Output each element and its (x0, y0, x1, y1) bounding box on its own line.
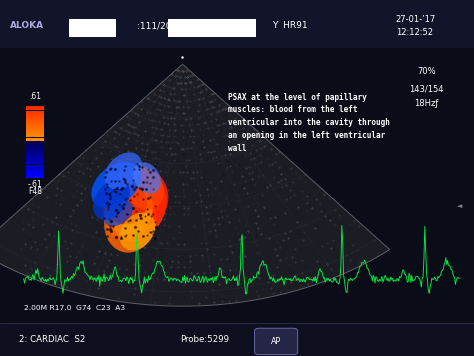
Text: -.61: -.61 (27, 180, 43, 189)
Bar (26, 134, 44, 135)
Bar (26, 115, 44, 117)
Text: 2.00M R17.0  G74  C23  A3: 2.00M R17.0 G74 C23 A3 (24, 305, 125, 311)
Bar (26, 113, 44, 114)
Bar (26, 172, 44, 173)
Bar (26, 141, 44, 142)
FancyBboxPatch shape (255, 328, 298, 355)
Bar (26, 119, 44, 120)
Bar (26, 148, 44, 150)
Bar (26, 168, 44, 169)
Bar (26, 139, 44, 140)
Bar (26, 163, 44, 164)
Bar (26, 145, 44, 146)
Bar (26, 108, 44, 109)
Ellipse shape (112, 189, 153, 238)
Text: .61: .61 (29, 93, 41, 101)
Bar (26, 141, 44, 142)
Bar (26, 159, 44, 161)
Ellipse shape (104, 201, 133, 226)
Bar (26, 118, 44, 119)
Bar (26, 156, 44, 157)
Bar (26, 107, 44, 108)
Bar (26, 150, 44, 151)
Text: ◄: ◄ (457, 204, 463, 209)
Ellipse shape (105, 152, 142, 189)
Text: F48: F48 (28, 187, 42, 196)
Bar (26, 136, 44, 137)
Ellipse shape (133, 162, 161, 194)
Ellipse shape (119, 213, 155, 250)
Bar (69, 19, 116, 37)
Text: 2: CARDIAC  S2: 2: CARDIAC S2 (19, 335, 85, 344)
Text: ALOKA: ALOKA (9, 21, 44, 31)
Bar (26, 158, 44, 159)
Bar (26, 174, 44, 176)
Bar (26, 121, 44, 123)
Bar (26, 126, 44, 128)
Text: 27-01-’17
12:12:52: 27-01-’17 12:12:52 (396, 15, 436, 37)
Bar (0, 323, 474, 356)
Bar (26, 142, 44, 143)
Text: Y  HR91: Y HR91 (273, 21, 308, 31)
Ellipse shape (125, 168, 164, 210)
Bar (26, 117, 44, 118)
Bar (26, 173, 44, 174)
Bar (26, 123, 44, 124)
Bar (168, 19, 256, 37)
Text: Probe:5299: Probe:5299 (180, 335, 229, 344)
Text: 143/154: 143/154 (410, 84, 444, 94)
Bar (26, 140, 44, 141)
Text: PSAX at the level of papillary
muscles: blood from the left
ventricular into the: PSAX at the level of papillary muscles: … (228, 93, 390, 153)
Bar (26, 146, 44, 147)
Bar (26, 176, 44, 177)
Bar (26, 171, 44, 172)
Ellipse shape (104, 182, 147, 224)
Text: 18Hzƒ: 18Hzƒ (414, 99, 439, 108)
Text: AP: AP (271, 337, 282, 346)
Bar (26, 112, 44, 113)
Bar (26, 169, 44, 171)
Bar (26, 167, 44, 168)
Bar (26, 106, 44, 107)
Ellipse shape (91, 162, 141, 208)
Bar (26, 177, 44, 178)
Bar (26, 120, 44, 121)
Text: :111/2017: :111/2017 (137, 21, 183, 31)
Text: 70%: 70% (417, 67, 436, 76)
Ellipse shape (93, 179, 130, 220)
Ellipse shape (111, 166, 168, 226)
Bar (26, 110, 44, 112)
Ellipse shape (104, 189, 156, 253)
Bar (26, 125, 44, 126)
Bar (0, 0, 474, 48)
Bar (26, 109, 44, 110)
Bar (26, 144, 44, 145)
Bar (26, 161, 44, 162)
Bar (26, 164, 44, 166)
Bar (26, 128, 44, 129)
Bar (26, 114, 44, 115)
Bar (26, 155, 44, 156)
Wedge shape (0, 64, 390, 306)
Bar (26, 124, 44, 125)
Bar (26, 130, 44, 131)
Bar (26, 133, 44, 134)
Bar (26, 166, 44, 167)
Bar (26, 162, 44, 163)
Ellipse shape (104, 171, 166, 242)
Bar (26, 152, 44, 153)
Bar (26, 151, 44, 152)
Bar (26, 153, 44, 155)
Bar (26, 135, 44, 136)
Bar (26, 137, 44, 139)
Bar (26, 147, 44, 148)
Bar (26, 131, 44, 132)
Bar (26, 129, 44, 130)
Bar (26, 157, 44, 158)
